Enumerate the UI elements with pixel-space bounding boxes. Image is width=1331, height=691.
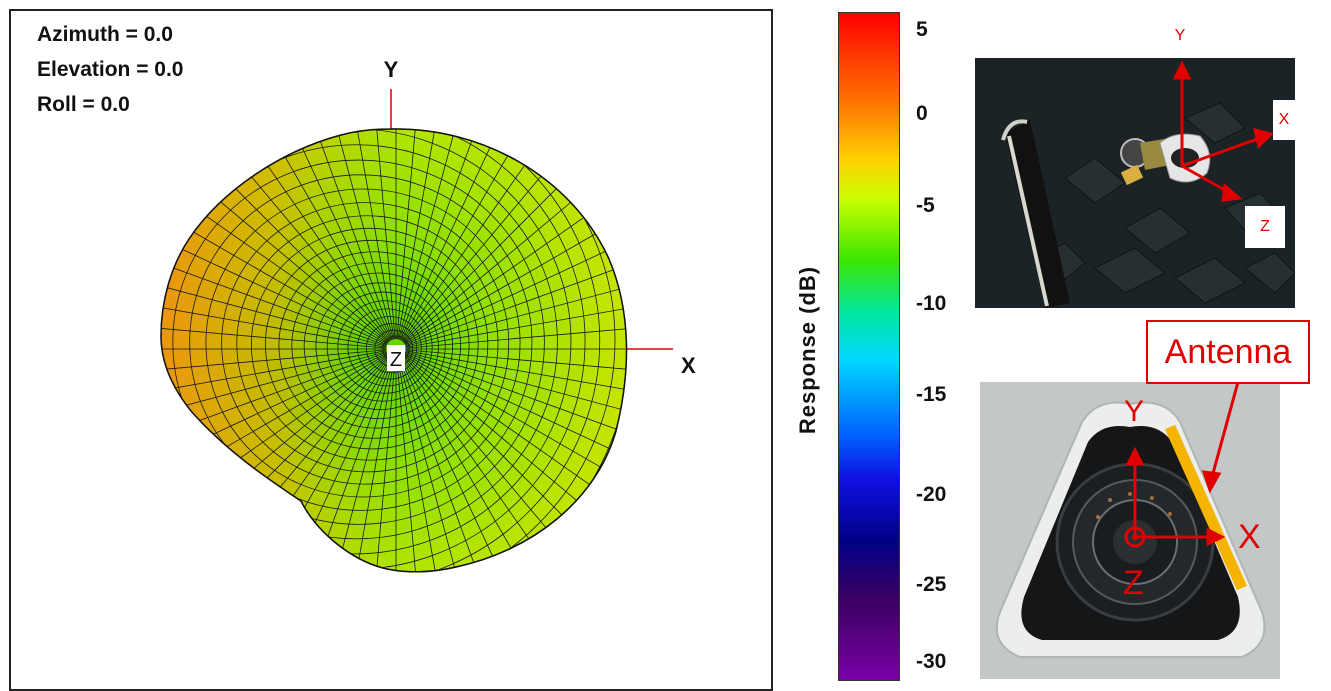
mesh-spoke xyxy=(404,188,627,345)
mesh-spoke xyxy=(399,128,506,340)
mesh-ring xyxy=(315,282,446,411)
mesh-ring xyxy=(189,174,533,511)
mesh-ring xyxy=(366,323,418,374)
mesh-spoke xyxy=(367,358,396,572)
colorbar-tick: 5 xyxy=(916,18,928,41)
mesh-spoke xyxy=(404,353,627,510)
colorbar-tick: -25 xyxy=(916,573,947,596)
photo-top-y-label: Y xyxy=(1160,18,1200,54)
mesh-ring xyxy=(161,144,558,540)
mesh-spoke xyxy=(398,128,480,340)
mesh-spoke xyxy=(405,293,627,348)
pattern-mesh xyxy=(161,128,627,572)
mesh-ring xyxy=(250,227,489,461)
antenna-label: Antenna xyxy=(1146,320,1310,384)
mesh-spoke xyxy=(405,265,627,347)
device-photo-art xyxy=(980,382,1280,679)
mesh-ring xyxy=(221,202,510,485)
mesh-spoke xyxy=(161,239,387,346)
mesh-spoke xyxy=(161,213,388,346)
mesh-spoke xyxy=(161,265,387,347)
mesh-ring xyxy=(357,316,422,380)
mesh-ring xyxy=(172,159,545,525)
mesh-ring xyxy=(265,239,479,450)
mesh-spoke xyxy=(235,357,392,572)
photo-top-z-label: Z xyxy=(1245,206,1285,248)
mesh-spoke xyxy=(404,352,627,485)
z-axis-label: Z xyxy=(390,349,402,371)
mesh-spoke xyxy=(286,128,393,340)
mesh-ring xyxy=(161,128,572,555)
mesh-spoke xyxy=(161,352,387,459)
mesh-spoke xyxy=(405,351,627,433)
mesh-spoke xyxy=(399,128,532,341)
mesh-ring xyxy=(236,215,499,473)
mesh-spoke xyxy=(400,357,557,572)
mesh-spoke xyxy=(400,128,557,341)
mesh-spoke xyxy=(161,293,387,348)
mesh-ring xyxy=(303,272,454,420)
mesh-spoke xyxy=(405,350,627,405)
colorbar-tick: -20 xyxy=(916,483,947,506)
mesh-spoke xyxy=(161,320,387,349)
mesh-ring xyxy=(337,300,433,394)
mesh-ring xyxy=(326,291,439,402)
mesh-spoke xyxy=(396,128,425,340)
photo-bottom-z-label: Z xyxy=(1123,564,1144,602)
mesh-ring xyxy=(291,262,462,429)
mesh-spoke xyxy=(161,352,388,485)
mesh-ring xyxy=(161,128,616,572)
mesh-spoke xyxy=(260,357,393,572)
radiation-pattern-svg: Y X Z xyxy=(160,57,696,573)
colorbar-tick: -15 xyxy=(916,383,947,406)
mesh-spoke xyxy=(161,349,387,378)
y-axis-label: Y xyxy=(384,57,399,82)
photo-top-x-label: X xyxy=(1273,100,1295,140)
radiation-plot-panel: Azimuth = 0.0 Elevation = 0.0 Roll = 0.0 xyxy=(9,9,773,691)
mesh-spoke xyxy=(398,358,480,572)
mesh-spoke xyxy=(405,320,627,349)
colorbar-tick: -30 xyxy=(916,650,947,673)
x-axis-label: X xyxy=(681,353,696,378)
roll-label: Roll = 0.0 xyxy=(37,93,130,116)
z-label-bg xyxy=(387,345,405,371)
mesh-ring xyxy=(347,308,427,387)
colorbar-tick: -5 xyxy=(916,194,935,217)
mesh-ring xyxy=(161,128,601,572)
mesh-spoke xyxy=(405,349,627,378)
mesh-ring xyxy=(205,188,521,498)
mesh-spoke xyxy=(405,352,627,459)
photo-bottom-y-label: Y xyxy=(1124,395,1145,428)
mesh-spoke xyxy=(399,358,506,572)
mesh-spoke xyxy=(340,128,395,340)
azimuth-label: Azimuth = 0.0 xyxy=(37,23,173,46)
mesh-ring xyxy=(278,251,470,439)
colorbar-tick: -10 xyxy=(916,292,947,315)
device-photo: Y X Z xyxy=(980,382,1280,679)
mesh-spoke xyxy=(397,358,452,572)
chamber-photo-art xyxy=(975,58,1295,308)
mesh-spoke xyxy=(396,358,425,572)
mesh-spoke xyxy=(286,358,393,572)
colorbar-label: Response (dB) xyxy=(795,265,820,435)
colorbar xyxy=(838,12,900,681)
mesh-spoke xyxy=(312,358,394,572)
mesh-spoke xyxy=(404,213,627,346)
photo-bottom-x-label: X xyxy=(1238,518,1261,556)
chamber-photo: X Z xyxy=(975,58,1295,308)
mesh-spoke xyxy=(161,351,387,433)
colorbar-tick: 0 xyxy=(916,102,928,125)
mesh-spoke xyxy=(161,350,387,405)
mesh-spoke xyxy=(367,128,396,340)
elevation-label: Elevation = 0.0 xyxy=(37,58,184,81)
mesh-spoke xyxy=(235,128,392,341)
pattern-outline xyxy=(160,128,628,573)
